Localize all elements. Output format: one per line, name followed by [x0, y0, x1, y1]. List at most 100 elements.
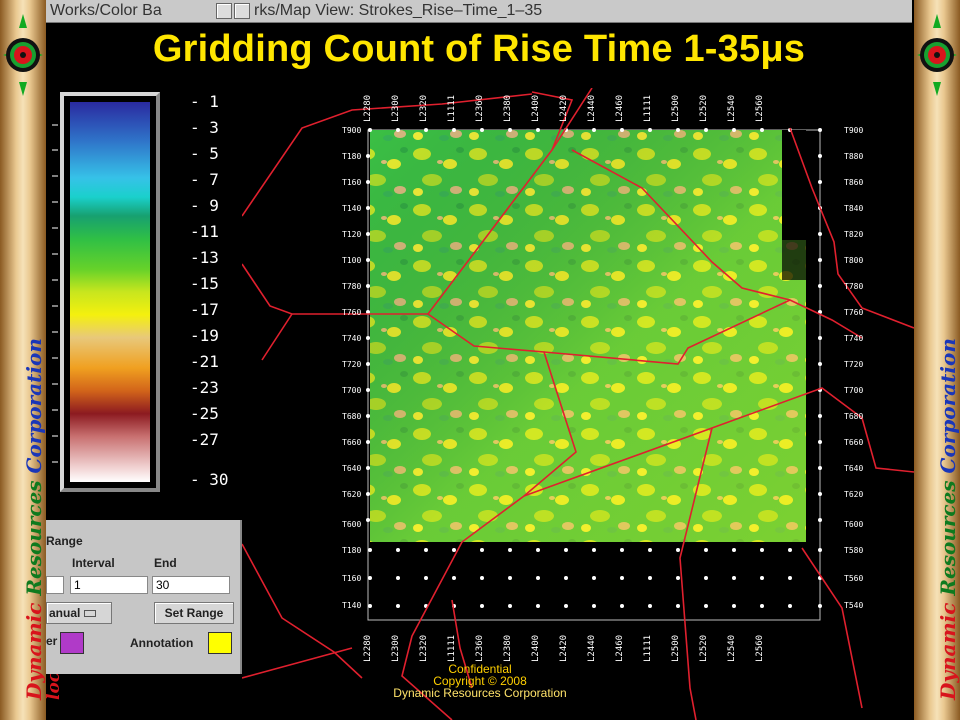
colorbar-tick: 30 — [209, 470, 229, 489]
svg-text:T700: T700 — [844, 386, 863, 395]
colorbar-tick: 15 — [199, 274, 219, 293]
colorbar-tick: 27 — [199, 430, 219, 449]
svg-text:L2500: L2500 — [671, 635, 681, 662]
interval-label: Interval — [72, 556, 115, 570]
svg-text:T100: T100 — [342, 256, 361, 265]
colorbar-panel: - 1 - 3 - 5 - 7 - 9 -11 -13 -15 -17 -19 … — [46, 90, 238, 520]
company-label: Dynamic Resources Corporation — [393, 686, 567, 700]
svg-text:T760: T760 — [342, 308, 361, 317]
colorbar-window-title[interactable]: Works/Color Ba — [50, 2, 162, 19]
svg-text:T620: T620 — [342, 490, 361, 499]
confidential-label: Confidential — [448, 662, 512, 676]
company-logo-icon — [3, 14, 43, 96]
svg-text:T740: T740 — [342, 334, 361, 343]
svg-text:T880: T880 — [844, 152, 863, 161]
interval-field[interactable] — [70, 576, 148, 594]
svg-text:L2360: L2360 — [475, 635, 485, 662]
border-color-swatch[interactable] — [60, 632, 84, 654]
colorbar-tick: 21 — [199, 352, 219, 371]
svg-text:T180: T180 — [342, 546, 361, 555]
colorbar-tick: 3 — [209, 118, 219, 137]
svg-text:T600: T600 — [342, 520, 361, 529]
county-boundaries — [242, 88, 914, 720]
svg-text:L2360: L2360 — [475, 95, 485, 122]
svg-text:L2520: L2520 — [699, 635, 709, 662]
svg-text:T840: T840 — [844, 204, 863, 213]
annotation-color-swatch[interactable] — [208, 632, 232, 654]
svg-text:T560: T560 — [844, 574, 863, 583]
svg-text:L2380: L2380 — [503, 95, 513, 122]
svg-text:L2400: L2400 — [531, 95, 541, 122]
svg-text:L1111: L1111 — [447, 635, 457, 662]
svg-text:T180: T180 — [342, 152, 361, 161]
window-menu-button[interactable] — [216, 3, 232, 19]
colorbar-left-ticks — [52, 124, 58, 463]
grid-node-dots — [366, 128, 822, 608]
map-view[interactable]: L2280 L2300 L2320 L1111 L2360 L2380 L240… — [242, 88, 914, 720]
option-menu-icon — [83, 610, 96, 618]
svg-text:T740: T740 — [844, 334, 863, 343]
svg-text:T160: T160 — [342, 178, 361, 187]
svg-text:L2300: L2300 — [391, 635, 401, 662]
colorbar-tick: 11 — [199, 222, 219, 241]
svg-text:L2460: L2460 — [615, 635, 625, 662]
svg-text:T140: T140 — [342, 601, 361, 610]
map-right-labels: T900 T880 T860 T840 T820 T800 T780 T760 … — [844, 126, 863, 610]
svg-text:T140: T140 — [342, 204, 361, 213]
colorbar-tick: 9 — [209, 196, 219, 215]
colorbar-tick: 17 — [199, 300, 219, 319]
colorbar — [60, 92, 160, 492]
svg-text:T640: T640 — [844, 464, 863, 473]
svg-text:L1111: L1111 — [643, 635, 653, 662]
slide-title: Gridding Count of Rise Time 1-35μs — [152, 28, 806, 70]
range-mode-dropdown[interactable]: anual — [46, 602, 112, 624]
right-sidebar-text: Dynamic Resources Corporation locating r… — [936, 338, 960, 700]
svg-text:L2320: L2320 — [419, 635, 429, 662]
border-color-label: er — [46, 634, 58, 648]
colorbar-tick: 25 — [199, 404, 219, 423]
end-field[interactable] — [152, 576, 230, 594]
colorbar-tick: 19 — [199, 326, 219, 345]
svg-text:T680: T680 — [342, 412, 361, 421]
window-title-bar: Works/Color Ba rks/Map View: Strokes_Ris… — [46, 0, 912, 23]
company-logo-icon — [917, 14, 957, 96]
start-field[interactable] — [46, 576, 64, 594]
svg-text:T900: T900 — [844, 126, 863, 135]
colorbar-tick: 23 — [199, 378, 219, 397]
set-range-button[interactable]: Set Range — [154, 602, 234, 624]
svg-text:T700: T700 — [342, 386, 361, 395]
svg-text:T580: T580 — [844, 546, 863, 555]
svg-text:L2440: L2440 — [587, 95, 597, 122]
svg-text:T680: T680 — [844, 412, 863, 421]
colorbar-tick: 1 — [209, 92, 219, 111]
colorbar-tick: 7 — [209, 170, 219, 189]
svg-text:T600: T600 — [844, 520, 863, 529]
colorbar-tick: 13 — [199, 248, 219, 267]
map-window-title[interactable]: rks/Map View: Strokes_Rise–Time_1–35 — [254, 2, 543, 19]
svg-text:T660: T660 — [342, 438, 361, 447]
svg-text:L2520: L2520 — [699, 95, 709, 122]
window-minimize-button[interactable] — [234, 3, 250, 19]
map-left-labels: T900 T180 T160 T140 T120 T100 T780 T760 … — [342, 126, 361, 610]
svg-text:T720: T720 — [844, 360, 863, 369]
svg-text:T820: T820 — [844, 230, 863, 239]
svg-text:L2420: L2420 — [559, 635, 569, 662]
svg-text:T540: T540 — [844, 601, 863, 610]
svg-text:T760: T760 — [844, 308, 863, 317]
svg-text:L2540: L2540 — [727, 95, 737, 122]
svg-text:T780: T780 — [844, 282, 863, 291]
svg-text:L1111: L1111 — [643, 95, 653, 122]
svg-text:L2280: L2280 — [363, 635, 373, 662]
svg-text:T860: T860 — [844, 178, 863, 187]
svg-text:L2280: L2280 — [363, 95, 373, 122]
svg-text:L2420: L2420 — [559, 95, 569, 122]
copyright-label: Copyright © 2008 — [433, 674, 527, 688]
svg-text:T120: T120 — [342, 230, 361, 239]
svg-text:L2560: L2560 — [755, 635, 765, 662]
left-sidebar-banner: Dynamic Resources Corporation locating r… — [0, 0, 64, 720]
svg-text:T620: T620 — [844, 490, 863, 499]
colorbar-tick: 5 — [209, 144, 219, 163]
svg-text:T640: T640 — [342, 464, 361, 473]
annotation-label: Annotation — [130, 636, 194, 650]
svg-text:T160: T160 — [342, 574, 361, 583]
